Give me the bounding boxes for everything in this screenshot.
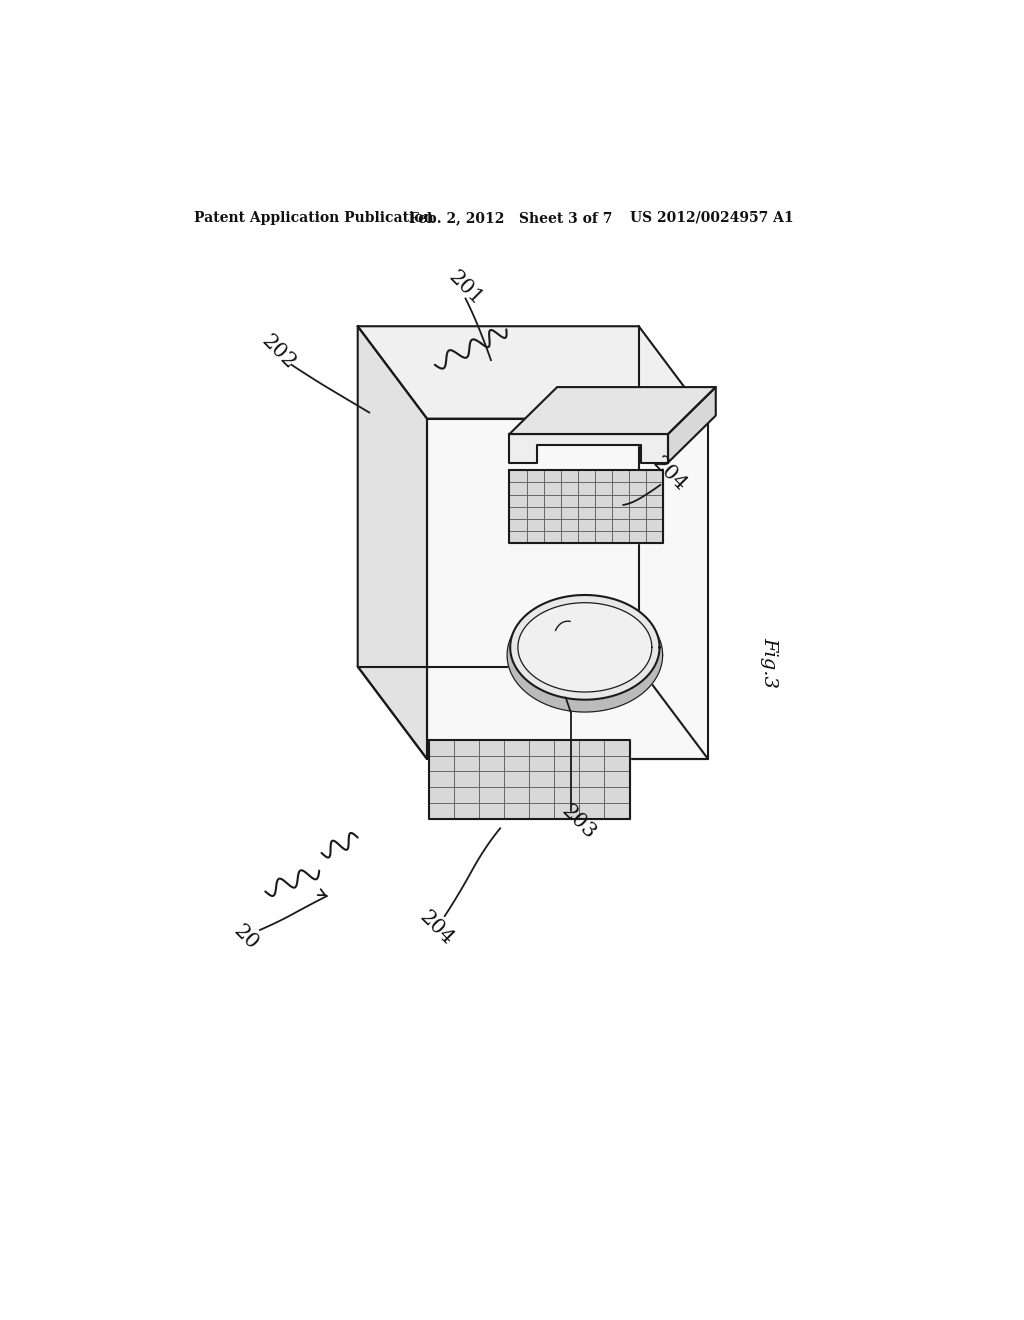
- Text: 20: 20: [230, 921, 262, 954]
- Polygon shape: [510, 595, 659, 700]
- Text: 202: 202: [258, 331, 299, 374]
- Text: Patent Application Publication: Patent Application Publication: [194, 211, 433, 224]
- Polygon shape: [507, 598, 663, 711]
- Text: Fig.3: Fig.3: [761, 638, 778, 688]
- Polygon shape: [357, 326, 427, 759]
- Polygon shape: [509, 434, 668, 462]
- Polygon shape: [509, 387, 716, 434]
- Text: 201: 201: [444, 267, 486, 309]
- Polygon shape: [668, 387, 716, 462]
- Polygon shape: [429, 739, 630, 818]
- Polygon shape: [518, 603, 652, 692]
- Polygon shape: [427, 418, 708, 759]
- Text: US 2012/0024957 A1: US 2012/0024957 A1: [630, 211, 794, 224]
- Polygon shape: [357, 326, 708, 418]
- Text: 203: 203: [558, 801, 600, 843]
- Text: 204: 204: [416, 908, 458, 949]
- Polygon shape: [509, 470, 664, 544]
- Text: 204: 204: [649, 453, 690, 495]
- Text: Feb. 2, 2012   Sheet 3 of 7: Feb. 2, 2012 Sheet 3 of 7: [410, 211, 612, 224]
